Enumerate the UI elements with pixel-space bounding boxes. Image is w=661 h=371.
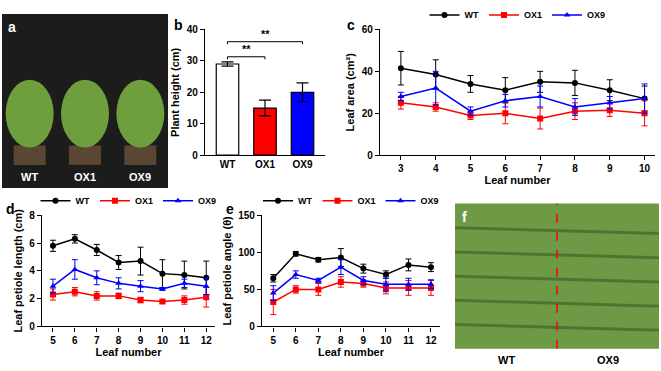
svg-text:OX9: OX9 (129, 171, 151, 183)
svg-text:OX1: OX1 (357, 196, 375, 206)
svg-text:4: 4 (433, 163, 439, 174)
svg-text:5: 5 (270, 335, 276, 346)
svg-text:b: b (174, 17, 183, 33)
svg-text:OX9: OX9 (421, 196, 439, 206)
svg-text:Leaf petiole angle (θ): Leaf petiole angle (θ) (221, 216, 233, 326)
svg-text:0: 0 (192, 150, 198, 161)
svg-text:WT: WT (465, 10, 479, 20)
svg-text:100: 100 (238, 247, 255, 258)
svg-text:Leaf number: Leaf number (318, 346, 385, 358)
svg-text:WT: WT (498, 354, 515, 366)
svg-text:3: 3 (398, 163, 404, 174)
svg-text:6: 6 (72, 335, 78, 346)
svg-text:10: 10 (157, 335, 169, 346)
svg-text:Leaf number: Leaf number (484, 174, 551, 186)
svg-text:OX9: OX9 (292, 159, 312, 170)
svg-text:c: c (347, 17, 355, 33)
svg-text:WT: WT (298, 196, 312, 206)
svg-text:4: 4 (29, 265, 35, 276)
svg-text:6: 6 (29, 238, 35, 249)
svg-text:9: 9 (361, 335, 367, 346)
svg-text:WT: WT (76, 196, 90, 206)
svg-text:**: ** (261, 28, 270, 40)
svg-text:OX1: OX1 (135, 196, 153, 206)
svg-text:OX1: OX1 (255, 159, 275, 170)
svg-text:Leaf area (cm²): Leaf area (cm²) (344, 53, 356, 132)
svg-text:**: ** (242, 43, 251, 55)
svg-text:6: 6 (503, 163, 509, 174)
svg-text:7: 7 (537, 163, 543, 174)
svg-text:OX1: OX1 (524, 10, 542, 20)
svg-text:8: 8 (29, 210, 35, 221)
svg-text:OX9: OX9 (597, 354, 619, 366)
svg-text:OX9: OX9 (198, 196, 216, 206)
svg-text:Leaf petiole length (cm): Leaf petiole length (cm) (12, 209, 24, 333)
svg-text:6: 6 (293, 335, 299, 346)
svg-text:Plant height (cm): Plant height (cm) (169, 47, 181, 137)
svg-text:7: 7 (316, 335, 322, 346)
svg-text:12: 12 (201, 335, 213, 346)
svg-text:7: 7 (94, 335, 100, 346)
svg-text:Leaf number: Leaf number (95, 346, 162, 358)
svg-text:40: 40 (187, 24, 199, 35)
svg-text:8: 8 (116, 335, 122, 346)
svg-text:5: 5 (468, 163, 474, 174)
svg-text:9: 9 (607, 163, 613, 174)
svg-text:0: 0 (29, 321, 35, 332)
svg-text:OX9: OX9 (587, 10, 605, 20)
svg-text:9: 9 (138, 335, 144, 346)
svg-text:f: f (462, 209, 467, 225)
svg-text:WT: WT (220, 159, 236, 170)
svg-text:2: 2 (29, 293, 35, 304)
svg-text:20: 20 (362, 108, 374, 119)
svg-text:11: 11 (403, 335, 414, 346)
svg-text:WT: WT (21, 171, 38, 183)
svg-text:11: 11 (179, 335, 190, 346)
svg-text:0: 0 (367, 150, 373, 161)
svg-text:150: 150 (238, 210, 255, 221)
svg-text:10: 10 (187, 118, 199, 129)
svg-text:10: 10 (639, 163, 651, 174)
svg-text:10: 10 (380, 335, 392, 346)
svg-text:50: 50 (244, 284, 256, 295)
svg-text:20: 20 (187, 87, 199, 98)
svg-text:e: e (226, 201, 234, 217)
svg-text:60: 60 (362, 24, 374, 35)
svg-text:8: 8 (338, 335, 344, 346)
svg-text:40: 40 (362, 66, 374, 77)
svg-text:5: 5 (50, 335, 56, 346)
svg-text:30: 30 (187, 55, 199, 66)
svg-text:d: d (6, 201, 15, 217)
svg-text:OX1: OX1 (74, 171, 96, 183)
svg-text:0: 0 (249, 321, 255, 332)
svg-text:12: 12 (425, 335, 437, 346)
svg-text:8: 8 (572, 163, 578, 174)
svg-text:a: a (8, 19, 16, 35)
